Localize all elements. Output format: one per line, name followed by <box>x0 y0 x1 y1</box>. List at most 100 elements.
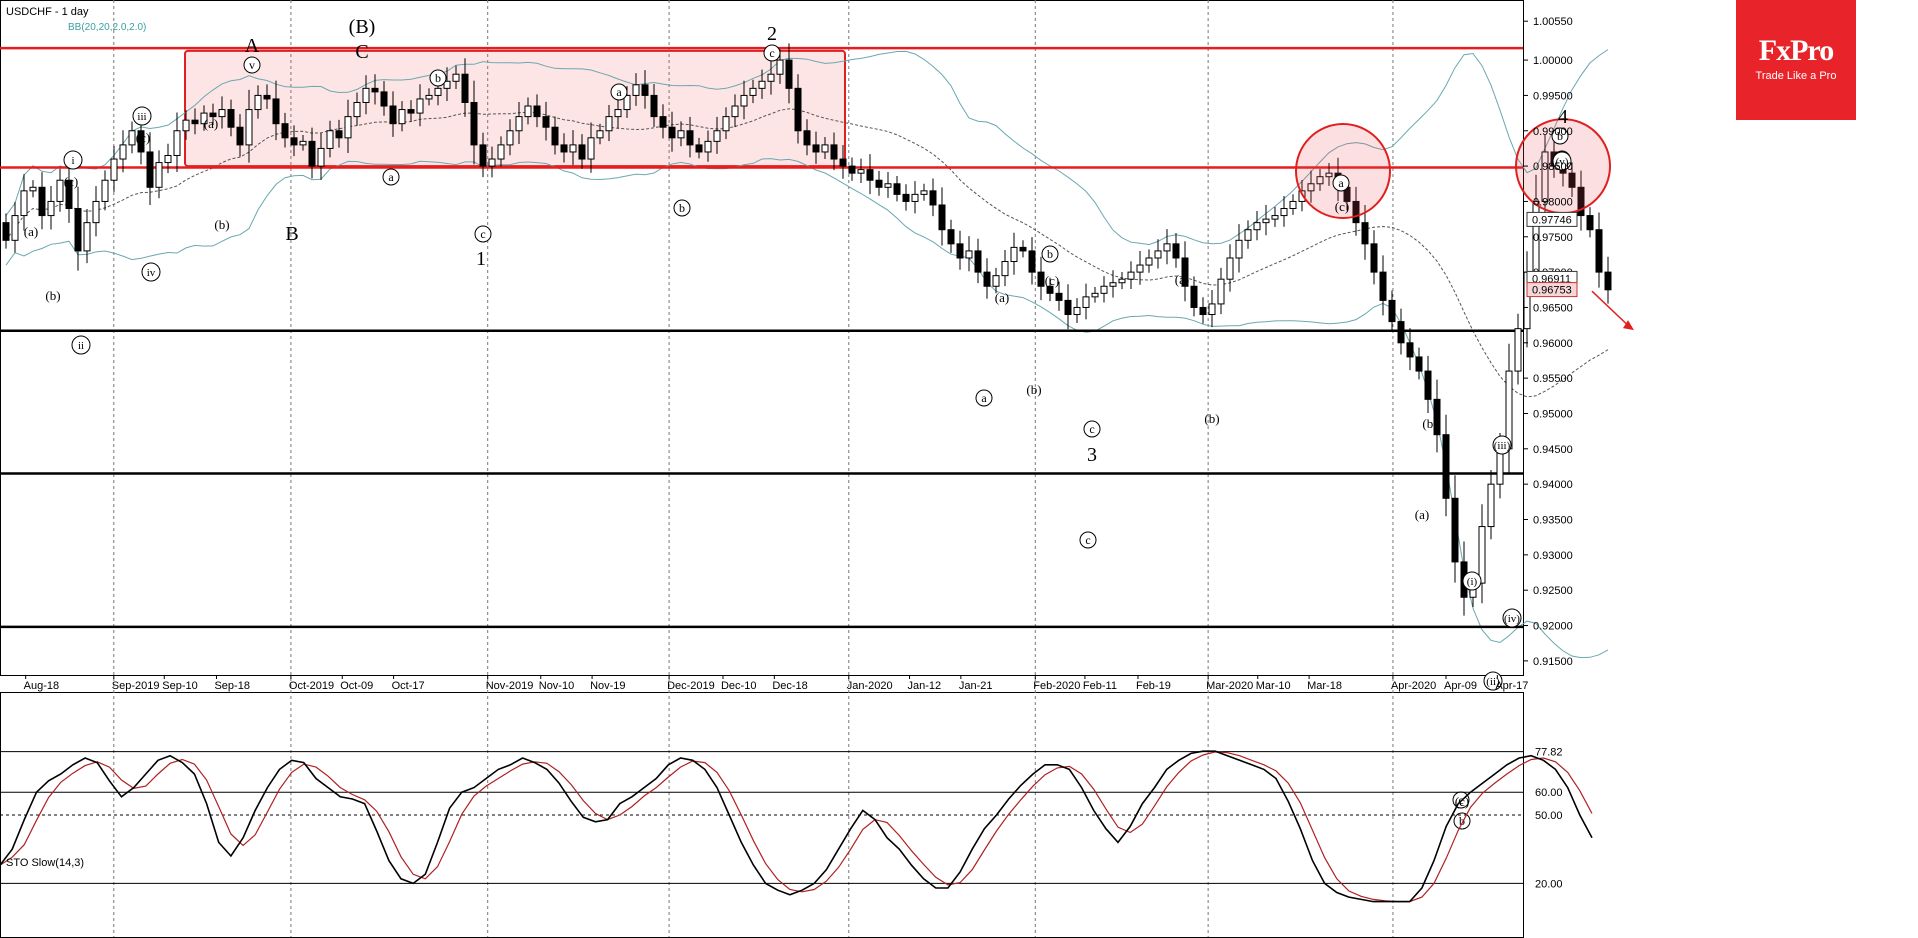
candle-body <box>587 137 595 160</box>
wave-label-minor: b <box>1047 247 1053 261</box>
candle-body <box>200 112 208 125</box>
wave-label-minor: b <box>1557 129 1563 143</box>
candle-body <box>1100 285 1108 294</box>
x-tick-label: Aug-18 <box>24 680 59 692</box>
candle-body <box>857 169 865 174</box>
wave-label-circle <box>1462 571 1482 591</box>
x-tick-label: Jan-12 <box>908 680 942 692</box>
candle-body <box>1271 215 1279 220</box>
candle-body <box>686 130 694 146</box>
y-tick-label: 0.95000 <box>1533 408 1573 420</box>
x-tick-label: Dec-2019 <box>667 680 715 692</box>
y-tick-label: 1.00000 <box>1533 55 1573 67</box>
stochastic-signal-line <box>0 751 1593 903</box>
candle-body <box>101 179 109 202</box>
wave-label-parenthesized: (c) <box>1045 273 1059 288</box>
candle-body <box>1109 282 1117 287</box>
wave-label-circle <box>382 168 400 186</box>
wave-label-parenthesized: (b) <box>45 288 60 303</box>
wave-label-circle <box>1552 151 1572 171</box>
candle-body <box>1370 243 1378 273</box>
x-tick-label: Mar-2020 <box>1206 680 1253 692</box>
stochastic-level-label: 50.00 <box>1535 810 1563 822</box>
candle-body <box>677 130 685 139</box>
bollinger-bands <box>5 49 1609 659</box>
x-tick-label: Sep-18 <box>214 680 249 692</box>
wave-label-parenthesized: (a) <box>995 290 1009 305</box>
x-tick-label: Nov-19 <box>590 680 625 692</box>
wave-label-circle <box>141 262 161 282</box>
wave-label-parenthesized: (c) <box>136 130 150 145</box>
wave-label-parenthesized: (a) <box>24 224 38 239</box>
y-tick-label: 0.99500 <box>1533 90 1573 102</box>
candle-body <box>1352 200 1360 224</box>
wave-label-minor: b <box>1459 814 1465 828</box>
candle-body <box>191 119 199 125</box>
candle-body <box>506 130 514 146</box>
candle-body <box>56 179 64 202</box>
candle-body <box>1037 271 1045 287</box>
fxpro-logo: FxPro Trade Like a Pro <box>1736 0 1856 120</box>
candle-body <box>1136 264 1144 273</box>
candle-body <box>1451 497 1459 563</box>
candle-body <box>1145 257 1153 266</box>
candle-body <box>1415 356 1423 372</box>
candle-body <box>353 101 361 118</box>
candle-body <box>497 144 505 160</box>
stochastic-panel: 77.82 60.00 50.00 20.00 <box>0 747 1593 903</box>
candle-body <box>416 98 424 114</box>
candle-body <box>1001 261 1009 277</box>
candle-body <box>569 144 577 153</box>
candle-body <box>713 130 721 142</box>
candle-body <box>1253 222 1261 231</box>
candle-body <box>1010 246 1018 263</box>
candle-body <box>1307 183 1315 192</box>
candle-body <box>1028 250 1036 273</box>
candle-body <box>398 109 406 125</box>
wave-label-circle <box>763 44 781 62</box>
wave-label-circle <box>1502 608 1522 628</box>
wave-label-parenthesized: (b) <box>214 217 229 232</box>
candle-body <box>542 116 550 128</box>
y-tick-label: 0.96500 <box>1533 302 1573 314</box>
candle-body <box>1091 292 1099 298</box>
wave-label-circle <box>610 83 628 101</box>
x-tick-label: Sep-2019 <box>112 680 160 692</box>
x-tick-label: Mar-10 <box>1256 680 1291 692</box>
candle-body <box>524 105 532 118</box>
stochastic-level-label: 20.00 <box>1535 878 1563 890</box>
y-tick-label: 0.93000 <box>1533 550 1573 562</box>
candle-body <box>1127 271 1135 280</box>
x-tick-label: Sep-10 <box>162 680 197 692</box>
candle-body <box>263 94 271 100</box>
main-plot-border <box>0 0 1524 676</box>
february-top-circle <box>1295 123 1391 220</box>
candle-body <box>173 130 181 156</box>
wave-label-major: 4 <box>1558 106 1568 128</box>
wave-label-major: B <box>285 223 298 245</box>
candle-body <box>299 140 307 146</box>
candle-body <box>1325 172 1333 178</box>
wave-label-roman: (iv) <box>1504 613 1520 625</box>
y-tick-label: 1.00550 <box>1533 16 1573 28</box>
candle-body <box>812 144 820 153</box>
candle-body <box>1181 257 1189 287</box>
candle-body <box>983 271 991 287</box>
candle-body <box>371 87 379 93</box>
wave-label-minor: c <box>1085 533 1090 547</box>
candle-body <box>164 154 172 164</box>
candle-body <box>749 87 757 96</box>
x-tick-label: Oct-09 <box>340 680 373 692</box>
forecast-arrow-head <box>1623 320 1634 331</box>
candle-body <box>137 130 145 153</box>
y-tick-label: 0.94000 <box>1533 479 1573 491</box>
indicator-label: BB(20,20,2.0,2.0) <box>68 22 146 33</box>
candle-body <box>434 87 442 96</box>
candle-body <box>938 204 946 231</box>
candle-body <box>776 59 784 75</box>
candle-body <box>146 151 154 188</box>
wave-label-circle <box>1083 420 1101 438</box>
wave-label-roman: i <box>71 155 74 167</box>
candle-body <box>1190 285 1198 308</box>
wave-label-major: 1 <box>476 248 486 270</box>
